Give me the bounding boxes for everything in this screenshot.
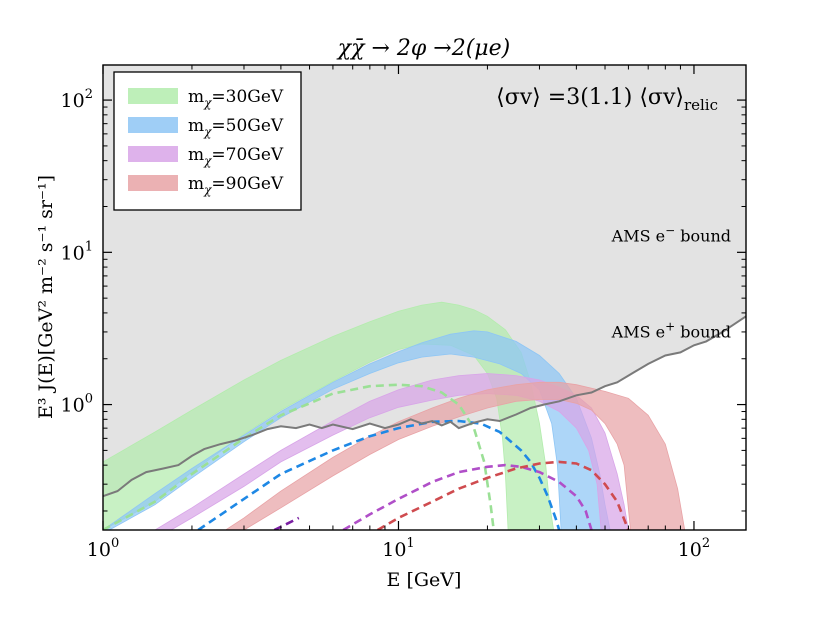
dashed-layer [103,383,630,530]
legend-label-rest: =70GeV [211,145,284,165]
bound-label-electron: AMS e− bound [611,223,731,245]
legend-label--70gev: mχ=70GeV [188,145,284,168]
y-tick-exp: 2 [85,87,93,102]
sigma-annotation-text: ⟨σv⟩ =3(1.1) ⟨σv⟩relic [496,85,718,114]
legend-label-base: m [188,174,204,194]
legend-swatch--90gev [128,175,178,191]
ticks-layer [102,65,746,530]
bound-label-sup: − [665,223,675,237]
legend-swatch--50gev [128,117,178,133]
x-tick-exp: 2 [702,536,710,551]
bound-label-sup: + [665,320,675,334]
legend-label-base: m [188,145,204,165]
sigma-annotation-sub: relic [684,96,718,114]
legend-label-base: m [188,87,204,107]
band--90gev [224,381,686,530]
y-tick-exp: 0 [85,392,93,407]
x-tick-label: 100 [87,536,119,561]
sigma-annotation: ⟨σv⟩ =3(1.1) ⟨σv⟩relic [496,85,718,114]
x-axis-label: E [GeV] [387,569,462,591]
y-tick-exp: 1 [85,239,93,254]
bound-label-prefix: AMS e [611,226,665,245]
y-axis-label: E³ J(E)[GeV² m⁻² s⁻¹ sr⁻¹] [35,175,57,419]
legend-label--50gev: mχ=50GeV [188,116,284,139]
bound-label-suffix: bound [675,226,731,245]
dashed-curve--70gev [342,463,593,530]
legend-label-sub: χ [203,125,212,139]
x-tick-base: 10 [87,539,111,561]
bound-line-layer [103,315,746,498]
y-tick-base: 10 [61,395,85,417]
legend-label-rest: =90GeV [211,174,284,194]
bound-label-prefix: AMS e [611,323,665,342]
legend-label--30gev: mχ=30GeV [188,87,284,110]
legend-swatch--30gev [128,88,178,104]
legend-label-sub: χ [203,96,212,110]
bound-label-positron: AMS e+ bound [611,320,731,342]
x-tick-base: 10 [678,539,702,561]
x-tick-exp: 1 [406,536,414,551]
bound-line-positron [103,315,746,498]
legend-label-rest: =30GeV [211,87,284,107]
x-tick-label: 102 [678,536,710,561]
x-tick-label: 101 [382,536,414,561]
y-tick-label: 102 [61,87,93,112]
y-tick-label: 101 [61,239,93,264]
band--70gev [154,373,629,530]
sigma-annotation-main: ⟨σv⟩ =3(1.1) ⟨σv⟩ [496,85,684,110]
plot-frame [102,64,747,531]
bound-label-suffix: bound [675,323,731,342]
bands-layer [103,301,686,530]
x-tick-exp: 0 [111,536,119,551]
legend-label-base: m [188,116,204,136]
y-tick-base: 10 [61,90,85,112]
legend-label--90gev: mχ=90GeV [188,174,284,197]
legend-label-sub: χ [203,183,212,197]
y-tick-label: 100 [61,392,93,417]
chart-title: χχ̄ → 2φ →2(μe) [336,36,510,61]
legend-label-rest: =50GeV [211,116,284,136]
dashed-curve--90gev [376,460,630,530]
x-tick-base: 10 [382,539,406,561]
dashed-curve-extra [273,516,300,530]
y-tick-base: 10 [61,242,85,264]
legend-swatch--70gev [128,146,178,162]
legend-label-sub: χ [203,154,212,168]
